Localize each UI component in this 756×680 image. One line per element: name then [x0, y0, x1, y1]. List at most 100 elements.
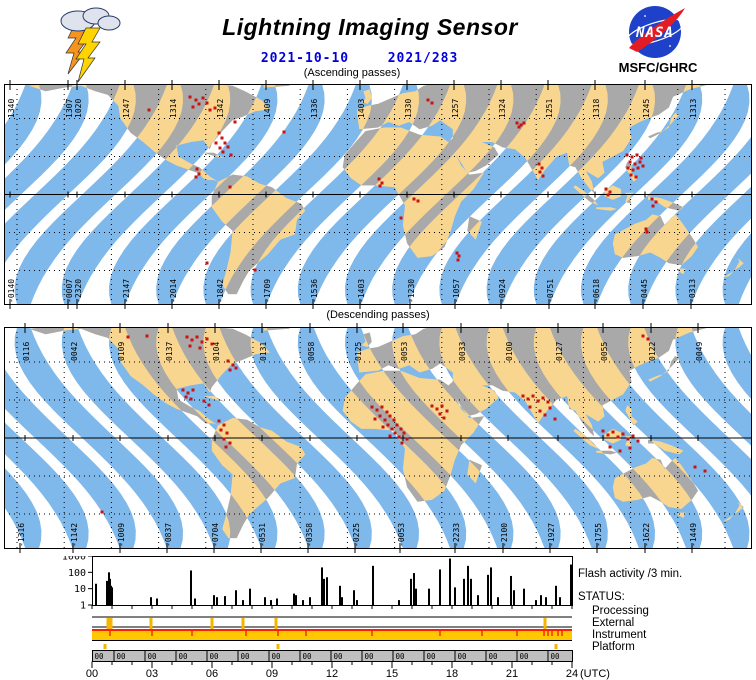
- svg-text:-2014: -2014: [169, 279, 178, 303]
- svg-text:00: 00: [489, 652, 499, 661]
- svg-text:-1709: -1709: [263, 279, 272, 303]
- svg-text:12: 12: [326, 668, 338, 680]
- svg-text:0042: 0042: [70, 342, 79, 361]
- org-label: MSFC/GHRC: [618, 60, 698, 75]
- svg-text:-1009: -1009: [117, 523, 126, 547]
- svg-text:1318: 1318: [592, 99, 601, 118]
- flash-activity-label: Flash activity /3 min.: [578, 568, 683, 580]
- svg-text:00: 00: [86, 668, 98, 680]
- svg-text:00: 00: [179, 652, 189, 661]
- page-title: Lightning Imaging Sensor: [222, 14, 518, 40]
- svg-text:00: 00: [210, 652, 220, 661]
- svg-text:0049: 0049: [695, 342, 704, 361]
- ascending-passes-map: 1340 1307 1020 1247 1314 1342 1409 1336 1403 1330…: [4, 80, 752, 309]
- svg-text:18: 18: [446, 668, 458, 680]
- svg-text:1342: 1342: [216, 99, 225, 118]
- svg-text:-0837: -0837: [164, 523, 173, 547]
- svg-text:-1755: -1755: [594, 523, 603, 547]
- svg-text:00: 00: [95, 652, 105, 661]
- svg-text:00: 00: [396, 652, 406, 661]
- svg-text:00: 00: [272, 652, 282, 661]
- svg-text:1307: 1307: [65, 99, 74, 118]
- svg-text:21: 21: [506, 668, 518, 680]
- svg-text:1313: 1313: [689, 99, 698, 118]
- svg-text:-0751: -0751: [546, 279, 555, 303]
- status-label: STATUS:: [578, 591, 625, 603]
- svg-text:00: 00: [365, 652, 375, 661]
- svg-text:00: 00: [458, 652, 468, 661]
- svg-text:-1536: -1536: [310, 279, 319, 303]
- ascending-passes-label: (Ascending passes): [303, 67, 401, 79]
- svg-text:1245: 1245: [642, 99, 651, 118]
- svg-text:NASA: NASA: [635, 25, 674, 41]
- svg-text:24: 24: [566, 668, 578, 680]
- svg-text:00: 00: [551, 652, 561, 661]
- status-row-instrument-label: Instrument: [592, 629, 647, 641]
- svg-text:-2100: -2100: [500, 523, 509, 547]
- svg-text:0131: 0131: [259, 342, 268, 361]
- descending-passes-label: (Descending passes): [326, 309, 430, 321]
- status-row-external-label: External: [592, 617, 635, 629]
- svg-text:-0225: -0225: [352, 523, 361, 547]
- status-row-processing-label: Processing: [592, 605, 649, 617]
- svg-text:09: 09: [266, 668, 278, 680]
- day-of-year-label: 2021/283: [387, 51, 459, 66]
- svg-text:(UTC): (UTC): [580, 668, 610, 680]
- svg-text:1336: 1336: [310, 99, 319, 118]
- svg-text:0137: 0137: [165, 342, 174, 361]
- svg-text:-1230: -1230: [407, 279, 416, 303]
- svg-text:1340: 1340: [7, 99, 16, 118]
- svg-text:-1403: -1403: [357, 279, 366, 303]
- svg-text:10: 10: [74, 584, 86, 595]
- svg-text:-1142: -1142: [70, 523, 79, 547]
- svg-text:-0531: -0531: [258, 523, 267, 547]
- svg-text:0104: 0104: [212, 342, 221, 361]
- svg-text:1403: 1403: [357, 99, 366, 118]
- svg-text:100: 100: [68, 568, 86, 579]
- svg-text:-0140: -0140: [7, 279, 16, 303]
- svg-text:0053: 0053: [400, 342, 409, 361]
- descending-passes-map: 0116 0042 0109 0137 0104 0131 0058 0125 0053 0033…: [4, 323, 752, 553]
- svg-text:00: 00: [241, 652, 251, 661]
- svg-text:-0924: -0924: [498, 279, 507, 303]
- svg-text:-2320: -2320: [74, 279, 83, 303]
- svg-text:0125: 0125: [354, 342, 363, 361]
- svg-text:1324: 1324: [498, 99, 507, 118]
- svg-text:-1622: -1622: [642, 523, 651, 547]
- svg-text:0116: 0116: [22, 342, 31, 361]
- svg-text:-0704: -0704: [211, 523, 220, 547]
- svg-text:0122: 0122: [648, 342, 657, 361]
- svg-text:-1449: -1449: [689, 523, 698, 547]
- svg-text:-2233: -2233: [452, 523, 461, 547]
- svg-text:-0313: -0313: [688, 279, 697, 303]
- svg-text:-2147: -2147: [122, 279, 131, 303]
- date-label: 2021-10-10: [260, 51, 350, 66]
- svg-text:1257: 1257: [451, 99, 460, 118]
- svg-text:-1057: -1057: [452, 279, 461, 303]
- flash-activity-panel: 1 10 100 1000 00 00 00 00 00 00 00 00 00 00 00 00 00 00 00…: [62, 556, 610, 680]
- svg-text:00: 00: [334, 652, 344, 661]
- svg-text:1000: 1000: [62, 556, 86, 563]
- svg-text:1: 1: [80, 601, 86, 612]
- svg-text:-1316: -1316: [17, 523, 26, 547]
- svg-text:1330: 1330: [404, 99, 413, 118]
- svg-text:1247: 1247: [122, 99, 131, 118]
- svg-text:-1842: -1842: [216, 279, 225, 303]
- svg-text:1314: 1314: [169, 99, 178, 118]
- lightning-icon: [60, 7, 121, 83]
- svg-text:0058: 0058: [307, 342, 316, 361]
- svg-text:1020: 1020: [74, 99, 83, 118]
- svg-text:00: 00: [148, 652, 158, 661]
- svg-text:0100: 0100: [505, 342, 514, 361]
- svg-text:-0358: -0358: [305, 523, 314, 547]
- svg-text:1409: 1409: [263, 99, 272, 118]
- svg-text:-0445: -0445: [640, 279, 649, 303]
- svg-text:06: 06: [206, 668, 218, 680]
- svg-text:1251: 1251: [545, 99, 554, 118]
- svg-text:-0618: -0618: [592, 279, 601, 303]
- svg-text:0109: 0109: [117, 342, 126, 361]
- status-row-platform-label: Platform: [592, 641, 635, 653]
- svg-text:-1927: -1927: [547, 523, 556, 547]
- svg-text:00: 00: [427, 652, 437, 661]
